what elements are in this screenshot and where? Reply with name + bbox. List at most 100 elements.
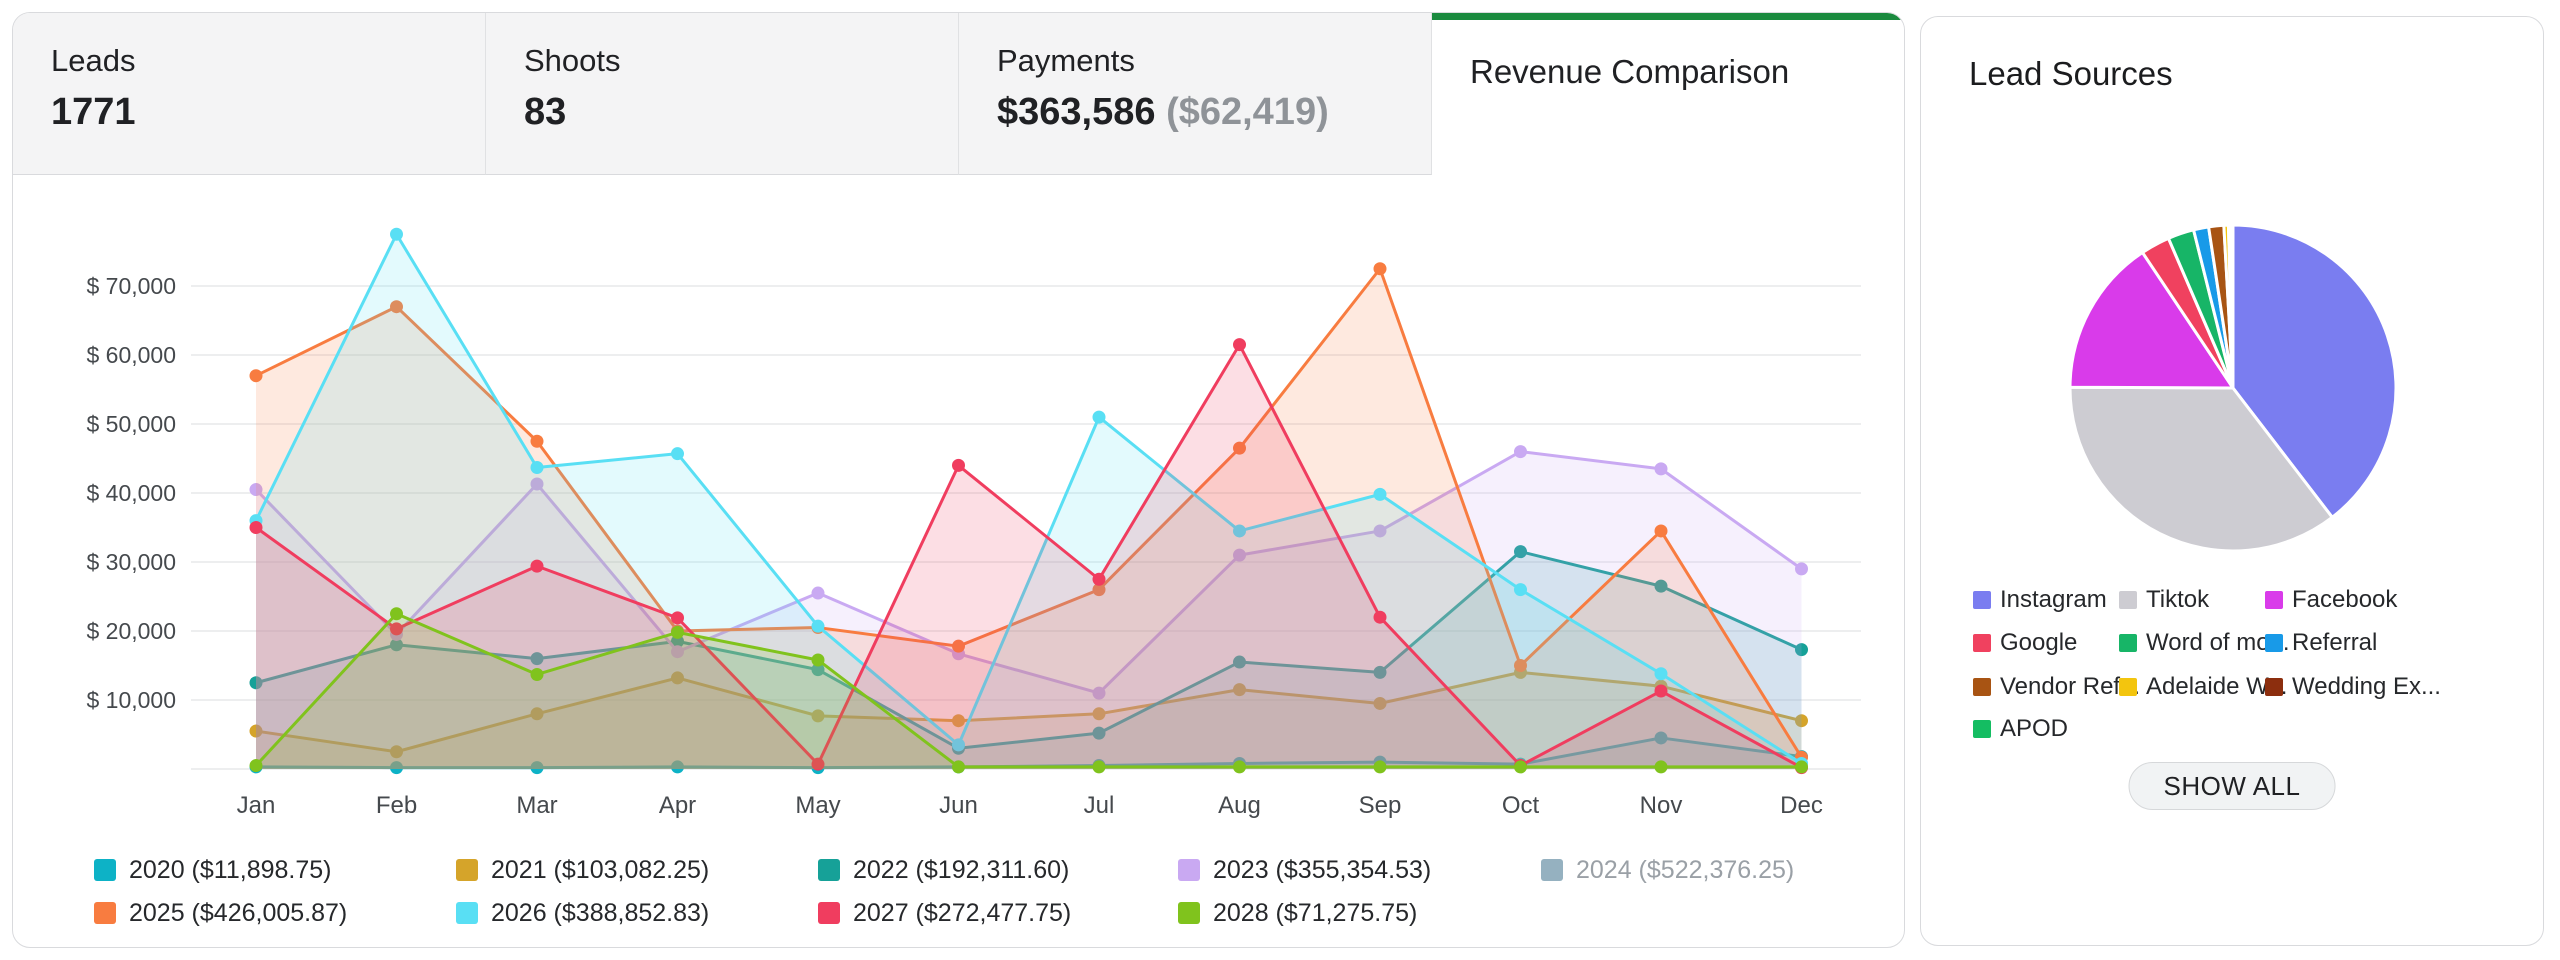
leads-label: Leads [51, 43, 135, 79]
tab-leads[interactable]: Leads 1771 [13, 13, 486, 175]
data-point-2028[interactable] [250, 759, 263, 772]
legend-swatch-2024 [1541, 859, 1563, 881]
lead-source-legend-item-referral[interactable]: Referral [2265, 630, 2377, 656]
lead-source-legend-item-instagram[interactable]: Instagram [1973, 587, 2107, 613]
data-point-2027[interactable] [1655, 685, 1668, 698]
active-tab-accent-bar [1432, 13, 1904, 20]
lead-source-label: Tiktok [2146, 586, 2209, 614]
data-point-2028[interactable] [531, 668, 544, 681]
tab-shoots[interactable]: Shoots 83 [486, 13, 959, 175]
tab-payments[interactable]: Payments $363,586 ($62,419) [959, 13, 1432, 175]
data-point-2026[interactable] [671, 447, 684, 460]
legend-swatch-2026 [456, 902, 478, 924]
lead-source-legend-item-facebook[interactable]: Facebook [2265, 587, 2397, 613]
revenue-legend-item-2022[interactable]: 2022 ($192,311.60) [818, 856, 1069, 884]
stat-tabs: Leads 1771 Shoots 83 Payments $363,586 (… [13, 13, 1904, 175]
legend-label-2024: 2024 ($522,376.25) [1576, 856, 1794, 885]
x-axis-month-label: Dec [1780, 792, 1823, 819]
lead-source-swatch [2265, 678, 2283, 696]
legend-label-2026: 2026 ($388,852.83) [491, 899, 709, 928]
data-point-2027[interactable] [1093, 573, 1106, 586]
revenue-legend-item-2020[interactable]: 2020 ($11,898.75) [94, 856, 331, 884]
show-all-button[interactable]: SHOW ALL [2129, 762, 2336, 810]
data-point-2025[interactable] [250, 369, 263, 382]
data-point-2023[interactable] [812, 587, 825, 600]
data-point-2023[interactable] [1514, 445, 1527, 458]
revenue-comparison-title: Revenue Comparison [1470, 53, 1789, 91]
data-point-2026[interactable] [1093, 411, 1106, 424]
data-point-2025[interactable] [531, 435, 544, 448]
x-axis-month-label: Nov [1640, 792, 1683, 819]
x-axis-month-label: Mar [516, 792, 557, 819]
data-point-2026[interactable] [1374, 488, 1387, 501]
revenue-legend-item-2026[interactable]: 2026 ($388,852.83) [456, 899, 709, 927]
pie-slice-apod[interactable] [2231, 225, 2233, 388]
revenue-legend-item-2023[interactable]: 2023 ($355,354.53) [1178, 856, 1431, 884]
data-point-2028[interactable] [812, 653, 825, 666]
lead-source-legend-item-vendor-ref-[interactable]: Vendor Ref... [1973, 674, 2140, 700]
data-point-2028[interactable] [671, 626, 684, 639]
lead-source-swatch [2265, 591, 2283, 609]
x-axis-month-label: Jun [939, 792, 978, 819]
legend-swatch-2023 [1178, 859, 1200, 881]
data-point-2028[interactable] [1093, 760, 1106, 773]
y-axis-tick-label: $ 40,000 [86, 480, 176, 506]
lead-source-legend-item-wedding-ex-[interactable]: Wedding Ex... [2265, 674, 2441, 700]
lead-source-label: Instagram [2000, 586, 2107, 614]
x-axis-month-label: Apr [659, 792, 696, 819]
data-point-2027[interactable] [250, 521, 263, 534]
data-point-2028[interactable] [1514, 760, 1527, 773]
data-point-2028[interactable] [1374, 760, 1387, 773]
shoots-value: 83 [524, 91, 566, 134]
data-point-2027[interactable] [1374, 611, 1387, 624]
data-point-2028[interactable] [390, 607, 403, 620]
data-point-2027[interactable] [952, 459, 965, 472]
data-point-2026[interactable] [1655, 667, 1668, 680]
data-point-2026[interactable] [531, 461, 544, 474]
lead-source-legend-item-google[interactable]: Google [1973, 630, 2077, 656]
revenue-legend-item-2027[interactable]: 2027 ($272,477.75) [818, 899, 1071, 927]
lead-source-swatch [2119, 591, 2137, 609]
y-axis-tick-label: $ 30,000 [86, 549, 176, 575]
data-point-2026[interactable] [812, 620, 825, 633]
revenue-legend-item-2028[interactable]: 2028 ($71,275.75) [1178, 899, 1417, 927]
lead-source-label: Wedding Ex... [2292, 673, 2441, 701]
legend-label-2025: 2025 ($426,005.87) [129, 899, 347, 928]
lead-source-swatch [1973, 720, 1991, 738]
lead-source-swatch [1973, 678, 1991, 696]
lead-source-legend-item-adelaide-w-[interactable]: Adelaide W... [2119, 674, 2287, 700]
data-point-2028[interactable] [1795, 760, 1808, 773]
tab-revenue-comparison[interactable]: Revenue Comparison [1432, 13, 1904, 175]
data-point-2027[interactable] [531, 560, 544, 573]
lead-source-label: Google [2000, 629, 2077, 657]
revenue-legend-item-2025[interactable]: 2025 ($426,005.87) [94, 899, 347, 927]
data-point-2028[interactable] [1233, 760, 1246, 773]
lead-source-swatch [2265, 634, 2283, 652]
payments-label: Payments [997, 43, 1135, 79]
lead-source-legend-item-tiktok[interactable]: Tiktok [2119, 587, 2209, 613]
x-axis-month-label: Jul [1084, 792, 1115, 819]
data-point-2026[interactable] [390, 228, 403, 241]
y-axis-tick-label: $ 70,000 [86, 273, 176, 299]
data-point-2027[interactable] [1233, 338, 1246, 351]
lead-source-swatch [2119, 634, 2137, 652]
data-point-2023[interactable] [1655, 462, 1668, 475]
payments-amount: $363,586 [997, 91, 1156, 133]
data-point-2027[interactable] [671, 611, 684, 624]
x-axis-month-label: Sep [1359, 792, 1402, 819]
data-point-2025[interactable] [1374, 262, 1387, 275]
dashboard-page: { "tabs": { "leads": { "label": "Leads",… [0, 0, 2560, 960]
data-point-2025[interactable] [1655, 524, 1668, 537]
x-axis-month-label: Aug [1218, 792, 1261, 819]
lead-source-legend-item-apod[interactable]: APOD [1973, 716, 2068, 742]
legend-swatch-2021 [456, 859, 478, 881]
data-point-2026[interactable] [1514, 583, 1527, 596]
revenue-legend-item-2024[interactable]: 2024 ($522,376.25) [1541, 856, 1794, 884]
legend-label-2020: 2020 ($11,898.75) [129, 856, 331, 885]
revenue-legend-item-2021[interactable]: 2021 ($103,082.25) [456, 856, 709, 884]
data-point-2023[interactable] [1795, 562, 1808, 575]
lead-source-label: Facebook [2292, 586, 2397, 614]
data-point-2028[interactable] [952, 760, 965, 773]
legend-label-2022: 2022 ($192,311.60) [853, 856, 1069, 885]
data-point-2028[interactable] [1655, 760, 1668, 773]
